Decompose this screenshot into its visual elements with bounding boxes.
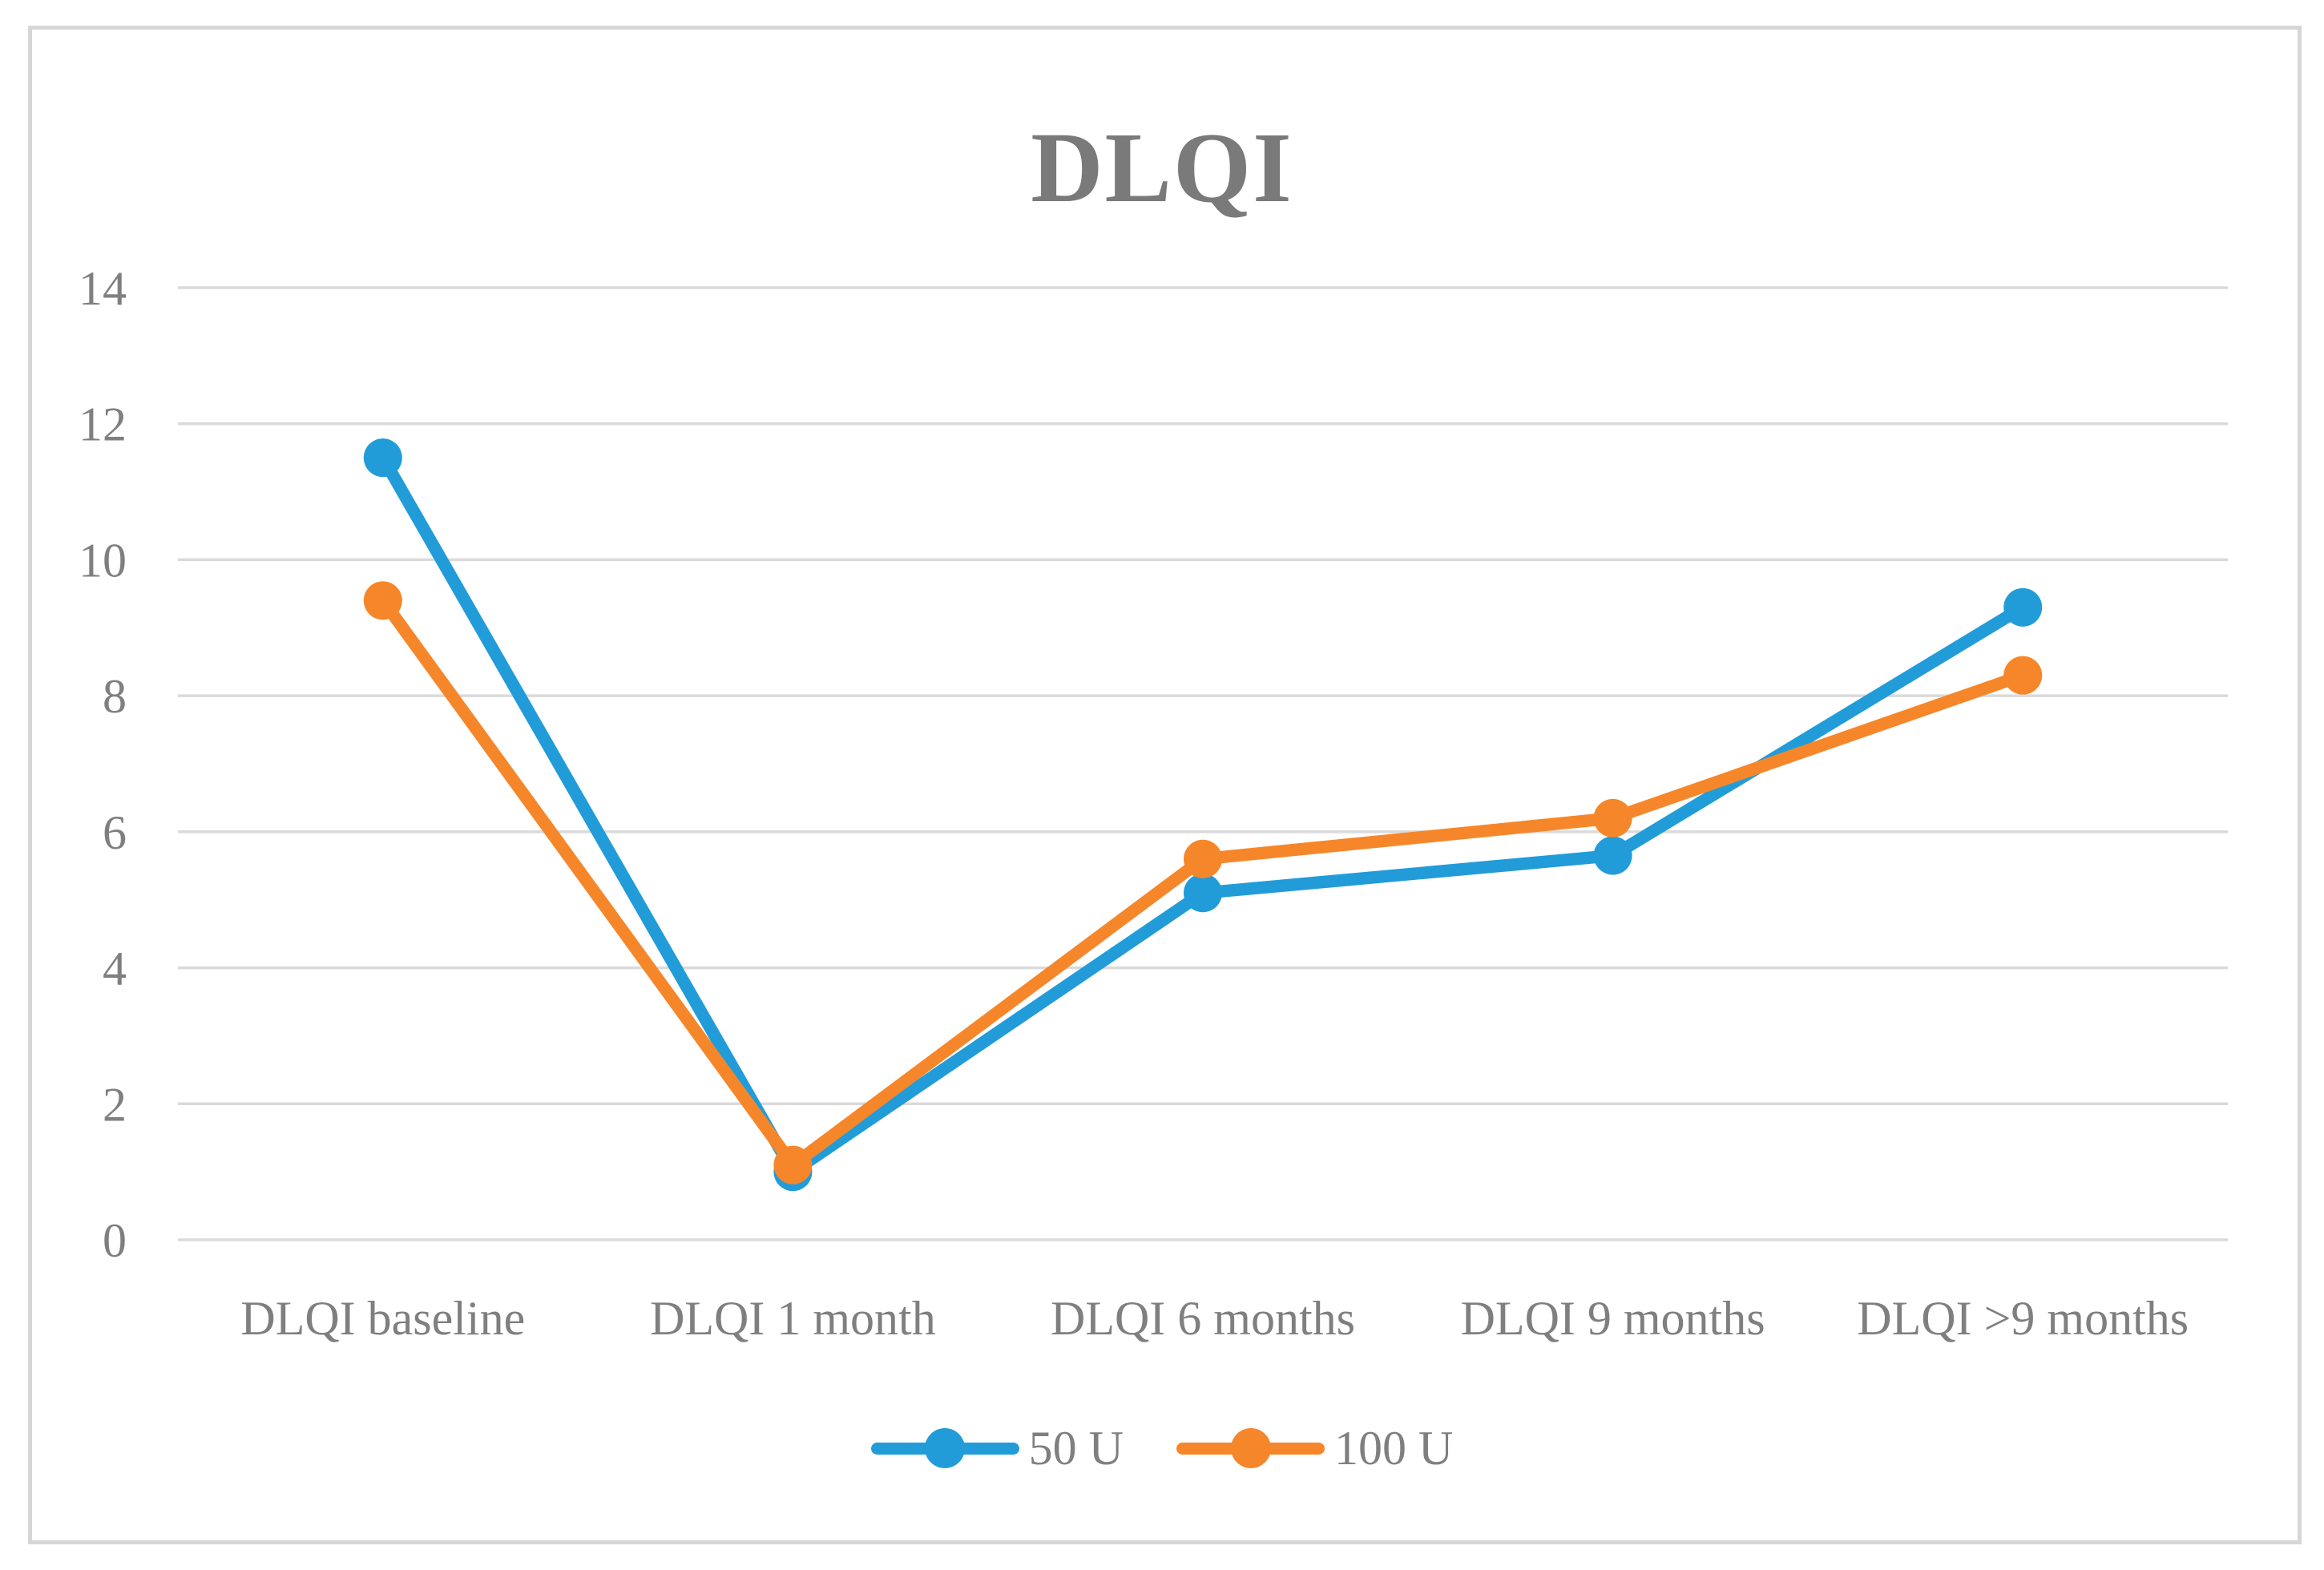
- series-line-50-u: [377, 451, 2029, 1178]
- x-axis-category-label: DLQI >9 months: [1857, 1292, 2189, 1345]
- data-point-marker-50-u: [2003, 587, 2043, 627]
- y-axis-tick-label: 10: [79, 534, 127, 587]
- data-point-marker-100-u: [363, 581, 402, 620]
- data-point-marker-100-u: [1593, 798, 1632, 837]
- data-point-marker-50-u: [363, 438, 402, 478]
- x-axis-category-label: DLQI baseline: [240, 1292, 525, 1345]
- legend-dot-marker-icon: [925, 1428, 966, 1468]
- x-axis-category-label: DLQI 1 month: [650, 1292, 936, 1345]
- data-point-marker-100-u: [2003, 656, 2043, 695]
- legend-item-50-u: 50 U: [870, 1422, 1124, 1475]
- y-axis-tick-label: 14: [79, 262, 127, 315]
- legend-line-marker-icon: [1176, 1428, 1325, 1468]
- data-point-marker-100-u: [1184, 839, 1222, 878]
- y-axis-tick-label: 12: [79, 398, 127, 451]
- y-axis-tick-label: 4: [103, 942, 127, 995]
- y-axis-tick-label: 0: [103, 1214, 127, 1267]
- x-axis-category-label: DLQI 9 months: [1461, 1292, 1765, 1345]
- legend: 50 U 100 U: [0, 1422, 2324, 1475]
- chart-title: DLQI: [1031, 113, 1293, 224]
- legend-line-marker-icon: [870, 1428, 1019, 1468]
- data-point-marker-50-u: [1184, 874, 1222, 913]
- chart-border: [28, 26, 2302, 1544]
- legend-label: 50 U: [1028, 1422, 1124, 1475]
- data-point-marker-100-u: [773, 1145, 813, 1185]
- y-axis-tick-label: 6: [103, 806, 127, 859]
- legend-label: 100 U: [1334, 1422, 1454, 1475]
- legend-item-100-u: 100 U: [1176, 1424, 1453, 1472]
- y-axis-tick-label: 8: [103, 670, 127, 723]
- y-axis-tick-label: 2: [103, 1078, 127, 1131]
- x-axis-category-label: DLQI 6 months: [1051, 1292, 1355, 1345]
- data-point-marker-50-u: [1593, 836, 1632, 875]
- legend-dot-marker-icon: [1230, 1428, 1271, 1468]
